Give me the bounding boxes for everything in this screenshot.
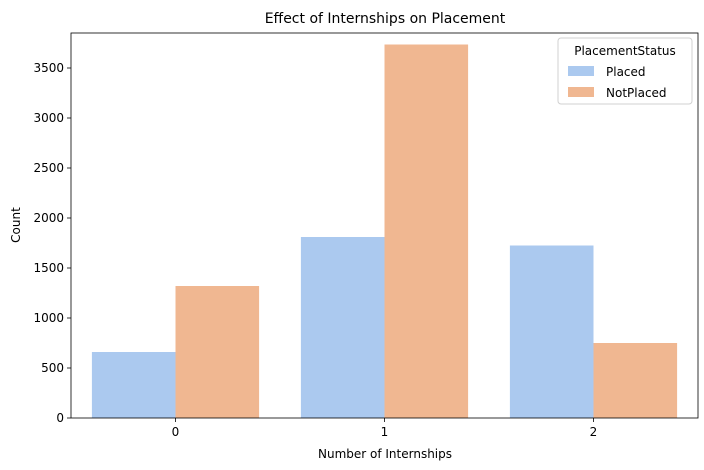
bar-placed-0 <box>91 352 176 418</box>
y-tick-label-1000: 1000 <box>33 311 64 325</box>
legend: PlacementStatus Placed NotPlaced <box>557 37 693 105</box>
y-tick-label-2000: 2000 <box>33 211 64 225</box>
chart-title: Effect of Internships on Placement <box>265 11 506 27</box>
x-axis-label: Number of Internships <box>318 447 452 461</box>
y-tick-label-3500: 3500 <box>33 61 64 75</box>
bar-notplaced-0 <box>175 286 260 418</box>
legend-title: PlacementStatus <box>574 44 676 58</box>
y-axis-label: Count <box>9 207 23 243</box>
bar-placed-2 <box>509 245 594 418</box>
y-tick-label-2500: 2500 <box>33 161 64 175</box>
x-tick-label-2: 2 <box>590 425 598 439</box>
bars-group <box>91 44 678 418</box>
x-tick-label-0: 0 <box>172 425 180 439</box>
legend-swatch-placed <box>568 66 594 76</box>
plot-frame <box>70 32 699 419</box>
bar-placed-1 <box>300 237 385 418</box>
bar-notplaced-2 <box>593 343 678 418</box>
legend-label-placed: Placed <box>606 65 646 79</box>
y-tick-label-500: 500 <box>41 361 64 375</box>
y-tick-label-1500: 1500 <box>33 261 64 275</box>
legend-swatch-notplaced <box>568 87 594 97</box>
x-tick-label-1: 1 <box>381 425 389 439</box>
y-tick-label-3000: 3000 <box>33 111 64 125</box>
y-axis: 0 500 1000 1500 2000 2500 3000 3500 <box>33 61 71 425</box>
legend-label-notplaced: NotPlaced <box>606 86 667 100</box>
y-tick-label-0: 0 <box>56 411 64 425</box>
x-axis: 0 1 2 <box>172 418 598 439</box>
bar-notplaced-1 <box>384 44 469 418</box>
